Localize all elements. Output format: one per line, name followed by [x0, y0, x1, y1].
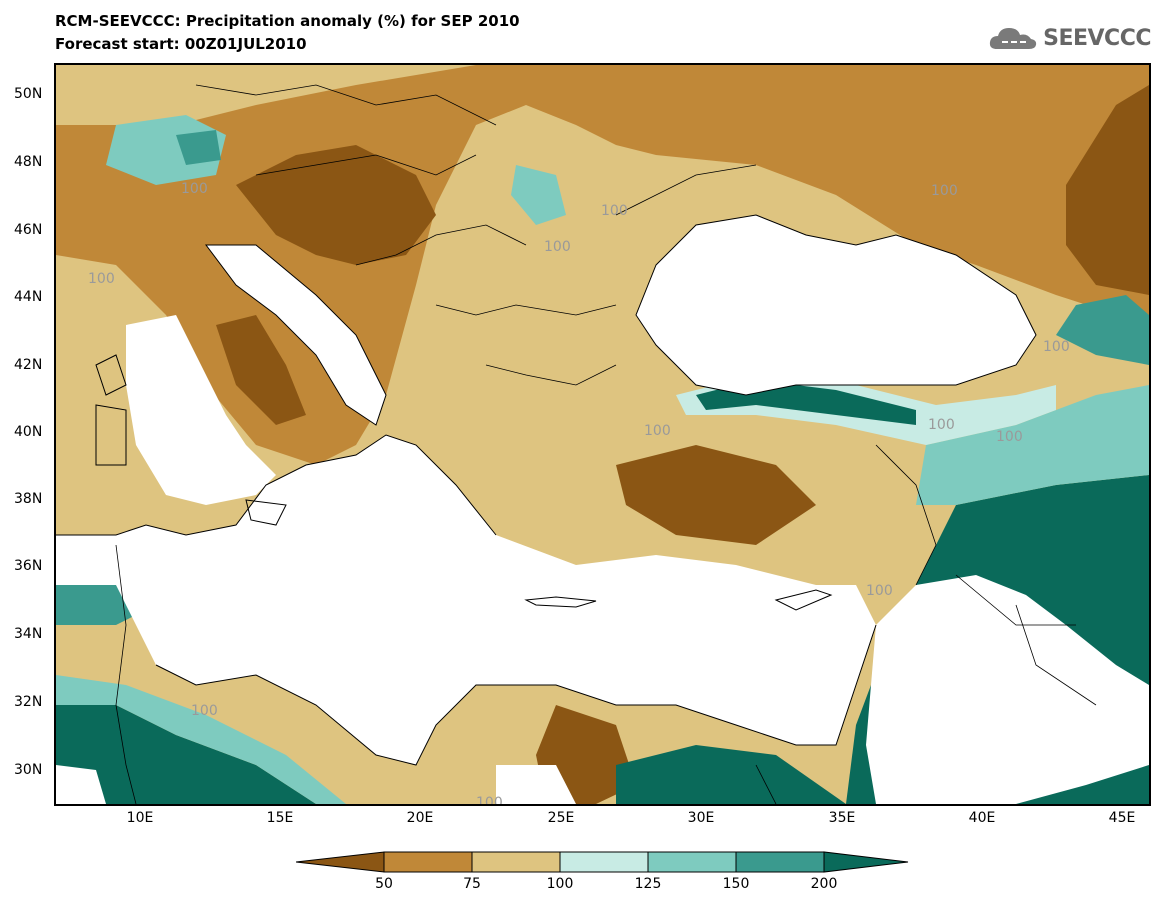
- colorbar-tick-label: 125: [634, 876, 662, 892]
- country-borders: [115, 84, 1097, 804]
- anomaly-field-dark-teal: [616, 745, 846, 804]
- colorbar-tick-label: 150: [722, 876, 750, 892]
- anomaly-map: 100 100 100 100 100 100 100 100 100 100 …: [56, 65, 1149, 804]
- lon-label: 40E: [968, 810, 996, 826]
- anomaly-field-dark-brown: [236, 145, 436, 265]
- desert-mask: [496, 765, 576, 804]
- contour-label: 100: [544, 239, 571, 255]
- coastlines: [56, 214, 1037, 766]
- colorbar-max-triangle: [823, 851, 909, 873]
- contour-label: 100: [996, 429, 1023, 445]
- contour-label: 100: [601, 203, 628, 219]
- colorbar-segment: [735, 851, 825, 873]
- lat-label: 46N: [14, 222, 43, 238]
- map-title: RCM-SEEVCCC: Precipitation anomaly (%) f…: [55, 12, 520, 30]
- colorbar-segment: [647, 851, 737, 873]
- desert-mask: [56, 765, 106, 804]
- contour-label: 100: [866, 583, 893, 599]
- contour-label: 100: [644, 423, 671, 439]
- lon-label: 10E: [126, 810, 154, 826]
- colorbar-tick-label: 75: [463, 876, 481, 892]
- colorbar-tick-label: 50: [375, 876, 393, 892]
- lon-label: 35E: [828, 810, 856, 826]
- lat-label: 32N: [14, 694, 43, 710]
- contour-labels: 100 100 100 100 100 100 100 100 100 100 …: [88, 181, 1070, 804]
- contour-label: 100: [931, 183, 958, 199]
- anomaly-field-dark-brown: [216, 315, 306, 425]
- cloud-icon: [990, 28, 1037, 49]
- lat-label: 30N: [14, 762, 43, 778]
- colorbar-tick-label: 100: [546, 876, 574, 892]
- anomaly-field-mid-teal: [511, 165, 566, 225]
- lon-label: 25E: [547, 810, 575, 826]
- contour-label: 100: [191, 703, 218, 719]
- lat-label: 40N: [14, 424, 43, 440]
- mediterranean-sea: [56, 435, 876, 765]
- colorbar-segment: [383, 851, 473, 873]
- lat-label: 34N: [14, 626, 43, 642]
- desert-mask: [866, 575, 1149, 804]
- lon-label: 20E: [406, 810, 434, 826]
- black-sea: [636, 215, 1036, 395]
- lat-label: 44N: [14, 289, 43, 305]
- contour-label: 100: [928, 417, 955, 433]
- contour-label: 100: [1043, 339, 1070, 355]
- anomaly-field-dark-teal: [176, 130, 221, 165]
- seevccc-logo: SEEVCCC: [987, 22, 1151, 54]
- anomaly-field-mid-teal: [56, 675, 346, 804]
- anomaly-field-dark-teal: [1056, 295, 1149, 365]
- lon-label: 15E: [266, 810, 294, 826]
- lon-label: 45E: [1108, 810, 1136, 826]
- colorbar-segment: [559, 851, 649, 873]
- lat-label: 38N: [14, 491, 43, 507]
- anomaly-field-mid-teal: [916, 385, 1149, 505]
- colorbar-tick-label: 200: [810, 876, 838, 892]
- forecast-start: Forecast start: 00Z01JUL2010: [55, 35, 307, 53]
- anomaly-field-dark-brown: [1066, 85, 1149, 295]
- logo-text: SEEVCCC: [1043, 25, 1151, 51]
- contour-label: 100: [181, 181, 208, 197]
- colorbar-segment: [471, 851, 561, 873]
- colorbar: [296, 851, 909, 873]
- tyrrhenian-sea: [126, 315, 276, 505]
- lat-label: 50N: [14, 86, 43, 102]
- anomaly-field-tan-patch: [496, 295, 676, 395]
- lat-label: 42N: [14, 357, 43, 373]
- contour-label: 100: [476, 795, 503, 804]
- lat-label: 48N: [14, 154, 43, 170]
- lat-label: 36N: [14, 558, 43, 574]
- contour-label: 100: [88, 271, 115, 287]
- colorbar-min-triangle: [296, 851, 385, 873]
- map-panel: 100 100 100 100 100 100 100 100 100 100 …: [54, 63, 1151, 806]
- anomaly-field-dark-teal: [56, 705, 316, 804]
- lon-label: 30E: [687, 810, 715, 826]
- anomaly-field-dark-brown: [616, 445, 816, 545]
